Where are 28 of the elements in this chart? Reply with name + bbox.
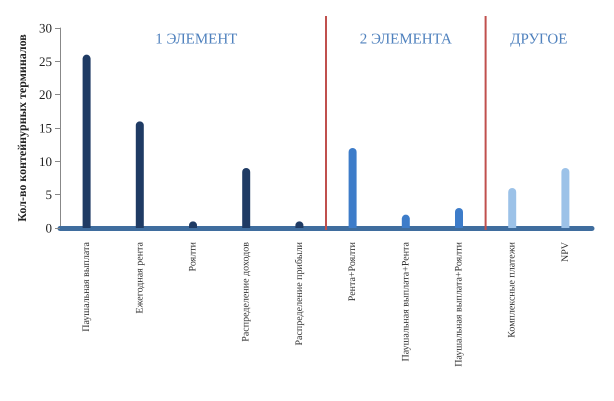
x-tick-label: Паушальная выплата+Рента xyxy=(400,241,412,362)
bar xyxy=(348,148,357,228)
y-tick-label: 0 xyxy=(46,220,52,236)
y-tick-label: 25 xyxy=(39,54,52,69)
bar xyxy=(561,168,570,228)
bar xyxy=(82,54,91,228)
annotation: 2 ЭЛЕМЕНТА xyxy=(360,32,452,48)
bar xyxy=(508,188,516,228)
x-tick-label: Паушальная выплата xyxy=(81,241,92,332)
y-tick-label: 15 xyxy=(39,120,52,136)
annotation: 1 ЭЛЕМЕНТ xyxy=(155,32,238,48)
bar xyxy=(136,121,144,228)
x-tick-label: Ежегодная рента xyxy=(134,241,146,314)
x-tick-label: Рента+Роялти xyxy=(347,241,358,302)
y-tick-label: 20 xyxy=(39,87,52,102)
y-tick-label: 30 xyxy=(39,20,52,36)
x-tick-label: NPV xyxy=(560,241,571,262)
y-tick-label: 5 xyxy=(46,187,52,202)
y-axis-title: Кол-во контейнурных терминалов xyxy=(15,34,30,222)
x-tick-label: Роялти xyxy=(188,241,198,272)
annotation: ДРУГОЕ xyxy=(510,32,568,48)
bar xyxy=(242,168,250,228)
x-tick-label: Комплексные платежи xyxy=(506,241,518,338)
y-tick-label: 10 xyxy=(39,154,52,169)
bar xyxy=(455,208,463,228)
x-tick-label: Распределение доходов xyxy=(240,242,252,342)
x-tick-label: Распределение прибыли xyxy=(294,241,305,346)
x-tick-label: Паушальная выплата+Роялти xyxy=(454,241,464,367)
